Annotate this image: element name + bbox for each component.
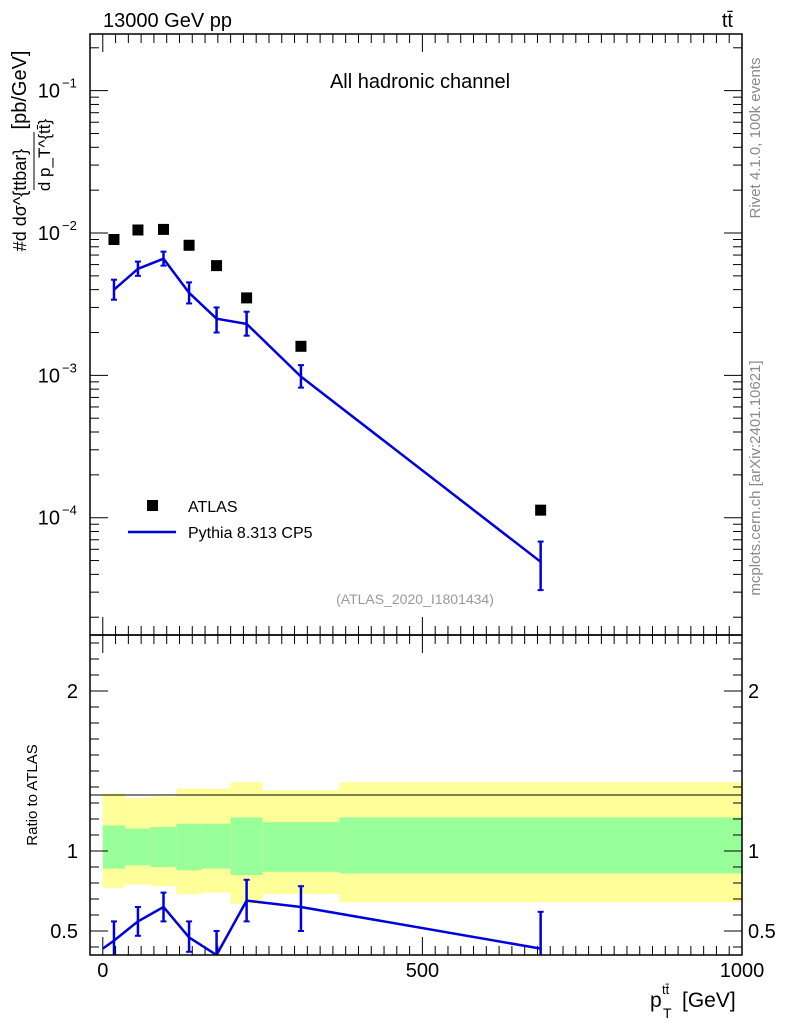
y-label-unit: [pb/GeV]: [9, 51, 31, 130]
ratio-x-tick-label: 500: [406, 960, 439, 982]
atlas-point: [241, 292, 253, 304]
atlas-point: [535, 504, 547, 516]
energy-label: 13000 GeV pp: [103, 10, 232, 32]
ratio-y-tick-label-right: 0.5: [748, 921, 776, 943]
mcplots-label: mcplots.cern.ch [arXiv:2401.10621]: [747, 360, 764, 595]
legend: ATLAS Pythia 8.313 CP5: [128, 499, 313, 542]
y-axis-label-main: #d dσ^{ttbar} [pb/GeV] d p_T^{tt̄}: [9, 51, 54, 252]
y-label-denominator: d p_T^{tt̄}: [35, 119, 54, 192]
x-label-main: p: [650, 989, 662, 1012]
atlas-point: [211, 260, 223, 272]
x-label-unit: [GeV]: [682, 989, 736, 1012]
legend-label-pythia: Pythia 8.313 CP5: [188, 525, 313, 542]
ratio-y-tick-label-left: 1: [67, 841, 78, 863]
ratio-pythia-line: [102, 899, 541, 955]
ratio-band-inner: [262, 822, 340, 872]
main-y-tick-label: 10: [38, 223, 60, 245]
main-y-tick-label: 10: [38, 365, 60, 387]
main-frame: [89, 33, 743, 636]
main-y-tick-exponent: −3: [62, 360, 77, 375]
atlas-point: [132, 224, 144, 236]
ratio-band-inner: [102, 825, 126, 869]
atlas-point: [108, 234, 120, 246]
ratio-y-label: Ratio to ATLAS: [24, 744, 41, 845]
ratio-band-inner: [230, 817, 263, 875]
main-y-tick-label: 10: [38, 508, 60, 530]
main-axis-ticks: 10−110−210−310−4: [38, 34, 743, 635]
main-y-tick-exponent: −4: [62, 503, 77, 518]
ratio-x-tick-label: 0: [97, 960, 108, 982]
x-label-sub: T: [663, 1005, 672, 1021]
main-y-tick-label: 10: [38, 81, 60, 103]
ratio-axis-ticks: 0.5 0.5 1 1 2 2 0 500 1000: [50, 635, 776, 982]
ratio-y-tick-label-right: 1: [748, 841, 759, 863]
ratio-y-tick-label-left: 0.5: [50, 921, 78, 943]
atlas-point: [295, 340, 307, 352]
ratio-series-group: [102, 878, 544, 955]
atlas-point: [183, 239, 195, 251]
ratio-band-inner: [150, 827, 177, 867]
ratio-band-inner: [339, 817, 742, 874]
ratio-x-tick-label: 1000: [720, 960, 765, 982]
x-axis-label: p T tt̄ [GeV]: [650, 982, 736, 1021]
rivet-label: Rivet 4.1.0, 100k events: [747, 58, 764, 219]
atlas-point: [158, 223, 170, 235]
y-label-numerator: #d dσ^{ttbar}: [10, 149, 30, 252]
analysis-label: (ATLAS_2020_I1801434): [336, 591, 494, 607]
ratio-y-tick-label-left: 2: [67, 681, 78, 703]
main-y-tick-exponent: −1: [62, 76, 77, 91]
ratio-band-inner: [176, 823, 202, 871]
legend-marker-atlas: [147, 500, 158, 511]
main-panel: 10−110−210−310−4 All hadronic channel (A…: [9, 33, 743, 636]
ratio-y-tick-label-right: 2: [748, 681, 759, 703]
x-label-sup: tt̄: [662, 982, 670, 997]
main-y-tick-exponent: −2: [62, 218, 77, 233]
ratio-band-inner: [201, 823, 231, 869]
pythia-line: [113, 257, 542, 563]
ratio-panel: 0.5 0.5 1 1 2 2 0 500 1000 Ratio to ATLAS p T tt…: [24, 634, 776, 1021]
main-title: All hadronic channel: [330, 71, 510, 93]
process-label: tt̄: [722, 10, 734, 32]
legend-label-atlas: ATLAS: [188, 499, 238, 516]
ratio-band-inner: [125, 828, 151, 866]
ratio-frame: [89, 634, 743, 956]
